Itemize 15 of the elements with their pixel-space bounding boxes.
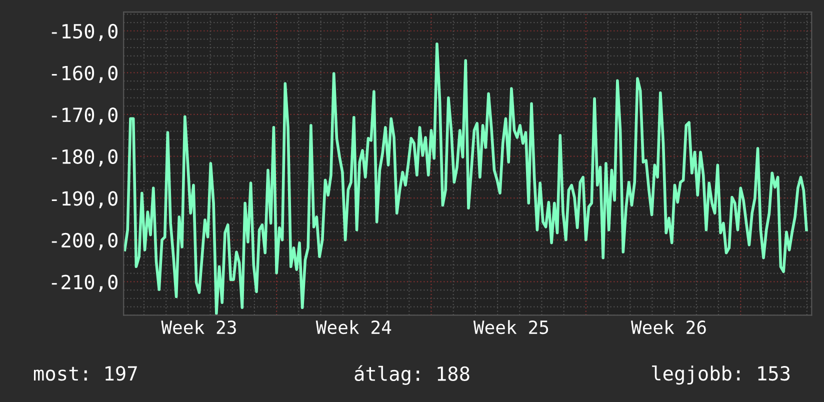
text: legjobb: 153 bbox=[652, 366, 790, 385]
y-tick-label: -160,0 bbox=[52, 66, 118, 83]
y-tick-label: -200,0 bbox=[52, 232, 118, 250]
y-tick-label: -190,0 bbox=[52, 191, 118, 208]
y-tick-label: -210,0 bbox=[52, 274, 118, 292]
y-tick-label: -180,0 bbox=[52, 149, 118, 166]
y-tick-label: -170,0 bbox=[52, 107, 118, 125]
x-tick-label: Week 26 bbox=[630, 320, 706, 334]
x-tick-label: Week 25 bbox=[473, 320, 548, 334]
x-tick-label: Week 24 bbox=[316, 320, 392, 334]
text: átlag: 188 bbox=[354, 365, 470, 385]
line-series bbox=[124, 42, 808, 315]
text: most: 197 bbox=[34, 366, 137, 381]
y-tick-label: -150,0 bbox=[52, 24, 118, 42]
x-tick-label: Week 23 bbox=[161, 320, 236, 334]
